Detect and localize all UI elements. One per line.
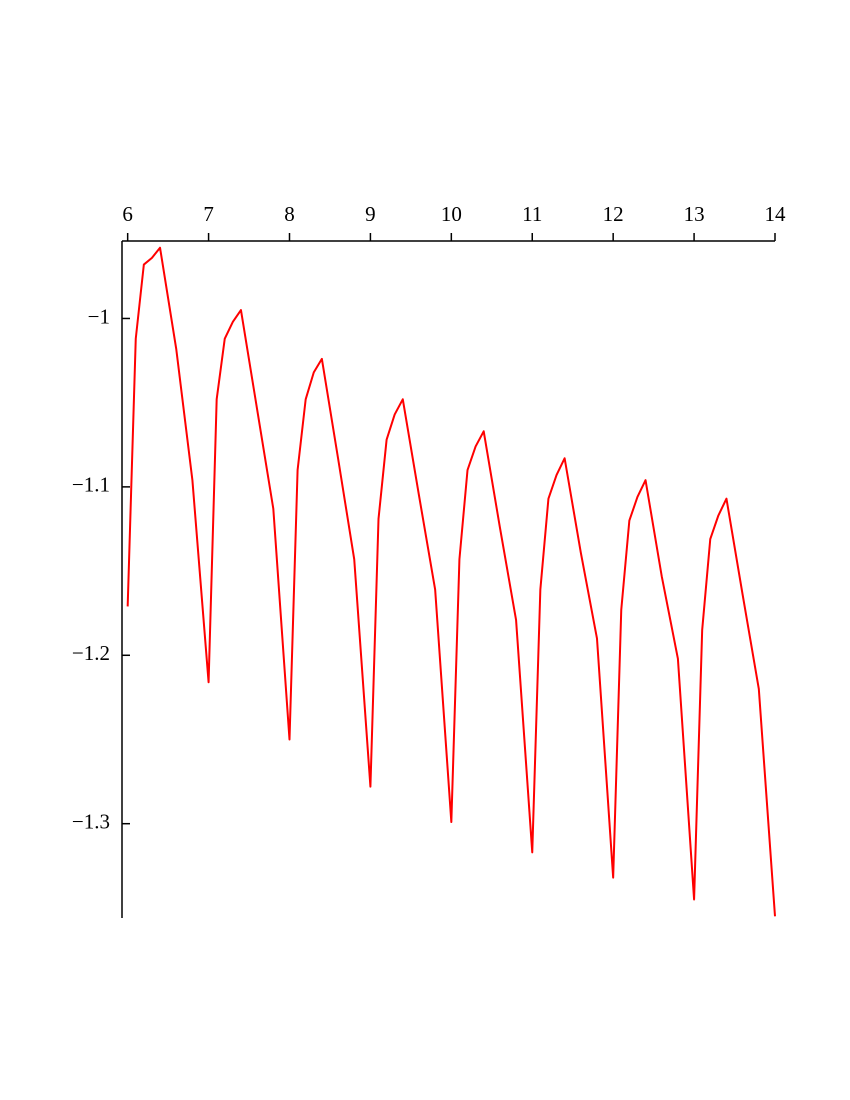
x-tick-label: 11: [522, 202, 542, 226]
y-tick-label: −1.2: [72, 641, 110, 665]
x-tick-label: 7: [203, 202, 214, 226]
x-tick-label: 9: [365, 202, 376, 226]
y-tick-label: −1.3: [72, 810, 110, 834]
x-tick-label: 13: [684, 202, 705, 226]
y-tick-label: −1: [88, 304, 110, 328]
x-tick-label: 12: [603, 202, 624, 226]
x-tick-label: 6: [122, 202, 133, 226]
y-tick-label: −1.1: [72, 473, 110, 497]
x-tick-label: 8: [284, 202, 295, 226]
x-tick-label: 14: [765, 202, 787, 226]
line-series: [126, 246, 776, 917]
x-tick-label: 10: [441, 202, 462, 226]
